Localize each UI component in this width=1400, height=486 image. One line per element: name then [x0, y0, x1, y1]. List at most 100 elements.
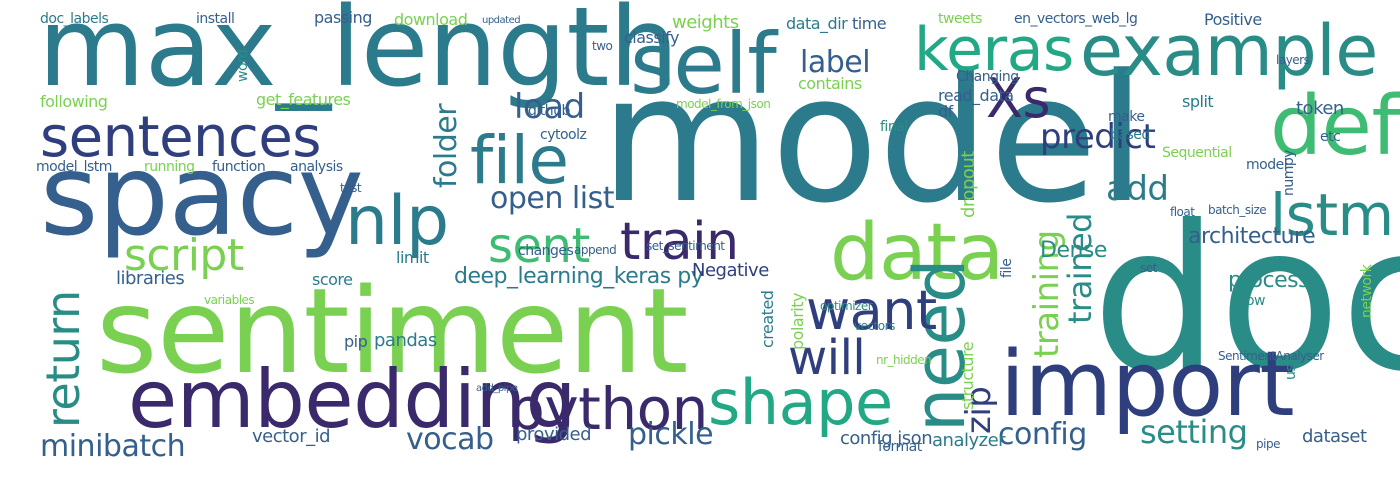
word-changing: Changing	[956, 69, 1019, 85]
word-etc: etc	[1320, 129, 1341, 145]
word-keras: keras	[914, 15, 1074, 85]
word-provided: provided	[516, 424, 592, 445]
word-file: file	[470, 122, 569, 199]
word-passing: passing	[314, 8, 372, 27]
word-config-json: config json	[840, 428, 933, 449]
word-sequential: Sequential	[1162, 145, 1232, 161]
word-set: set	[1140, 261, 1157, 275]
word-doc: doc	[1092, 183, 1400, 416]
word-now: Now	[1236, 293, 1266, 309]
word-sent: sent	[488, 218, 590, 274]
word-created: created	[758, 290, 777, 348]
word-file-small: file	[999, 258, 1015, 278]
word-trained: trained	[1061, 213, 1099, 324]
word-predict: predict	[1040, 117, 1156, 157]
word-sentences: sentences	[40, 105, 321, 170]
word-vocab: vocab	[406, 422, 494, 457]
word-pandas: pandas	[374, 330, 437, 351]
word-shape: shape	[708, 366, 893, 439]
word-add: add	[1106, 169, 1169, 209]
word-structure: structure	[958, 341, 977, 410]
word-model-from-json: model_from_json	[676, 97, 771, 111]
word-positive: Positive	[1204, 10, 1262, 29]
word-dropout: dropout	[958, 151, 979, 218]
word-float: float	[1170, 205, 1195, 219]
word-model: model	[600, 37, 1146, 242]
word-based: based	[1110, 127, 1150, 143]
word-tweets: tweets	[938, 11, 982, 27]
word-network: network	[1359, 264, 1375, 318]
word-running: running	[144, 159, 195, 175]
word-download: download	[394, 10, 468, 29]
word-nlp: nlp	[345, 182, 449, 261]
word-nr-hidden: nr_hidden	[876, 353, 932, 367]
word-get-features: get_features	[256, 90, 351, 109]
word-embedding: embedding	[128, 353, 576, 446]
word-format: format	[878, 439, 922, 455]
word-read-data: read_data	[938, 86, 1014, 105]
word-data: data	[830, 208, 1004, 298]
word-token: token	[1296, 98, 1344, 119]
word-add-pipe: add_pipe	[476, 383, 518, 394]
word-setting: setting	[1140, 413, 1248, 451]
word-set-sentiment: set_sentiment	[646, 239, 725, 253]
word-vector-id: vector_id	[252, 426, 331, 447]
word-function: function	[212, 159, 266, 175]
word-variables: variables	[204, 293, 255, 307]
word-changes: changes	[518, 243, 574, 259]
word-word: word	[235, 49, 251, 82]
word-split: split	[1182, 92, 1214, 111]
word-install: install	[196, 11, 235, 27]
word-open-list: open list	[490, 181, 614, 216]
word-script: script	[124, 230, 244, 281]
word-want: want	[806, 279, 937, 342]
word-polarity: polarity	[788, 293, 807, 350]
word-return: return	[36, 290, 90, 428]
word-cytoolz: cytoolz	[540, 127, 587, 143]
word-github: github	[528, 103, 570, 119]
word-vectors: vectors	[854, 319, 895, 333]
word-numpy: numpy	[1281, 149, 1297, 196]
word-example: example	[1080, 10, 1378, 92]
word-minibatch: minibatch	[40, 429, 186, 464]
word-batch-size: batch_size	[1208, 203, 1267, 217]
word-max-length: max_length	[38, 0, 679, 111]
word-negative: Negative	[692, 260, 769, 281]
word-dataset: dataset	[1302, 426, 1367, 447]
word-python: python	[508, 375, 708, 443]
word-architecture: architecture	[1188, 224, 1316, 249]
word-pipe: pipe	[1256, 437, 1280, 451]
word-pickle: pickle	[628, 417, 714, 452]
word-score: score	[312, 270, 353, 289]
word-spacy: spacy	[40, 131, 364, 261]
word-contains: contains	[798, 74, 862, 93]
word-sentimentanalyser: SentimentAnalyser	[1218, 349, 1324, 363]
word-import: import	[1000, 332, 1295, 437]
word-final: final	[880, 119, 908, 135]
word-config: config	[998, 417, 1087, 452]
word-pip: pip	[344, 332, 368, 351]
word-append: append	[574, 243, 617, 257]
word-train: train	[620, 212, 739, 272]
word-classify: classify	[624, 28, 679, 47]
word-make: make	[1108, 109, 1145, 125]
word-analysis: analysis	[290, 159, 343, 175]
word-will: will	[788, 330, 866, 386]
word-deep-learning-keras-py: deep_learning_keras py	[454, 264, 704, 289]
word-dense: Dense	[1040, 238, 1107, 263]
word-layers: layers	[1276, 53, 1310, 67]
word-model-lstm: model_lstm	[36, 159, 112, 175]
word-doc-labels: doc_labels	[40, 11, 109, 27]
word-process: process	[1228, 268, 1310, 293]
word-label: label	[800, 45, 871, 80]
word-en-vectors-web-lg: en_vectors_web_lg	[1014, 11, 1138, 27]
word-time: time	[852, 14, 887, 33]
word-def: def	[1270, 79, 1400, 174]
word-model-small: model	[1246, 157, 1288, 173]
word-analyzer: analyzer	[932, 430, 1006, 451]
word-test: test	[340, 181, 362, 195]
word-limit: limit	[396, 248, 429, 267]
word-self: self	[630, 15, 777, 113]
word-following: following	[40, 92, 108, 111]
